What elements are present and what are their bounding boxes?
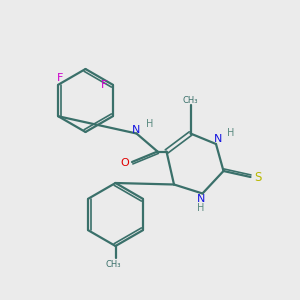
Text: N: N [214,134,223,144]
Text: H: H [146,119,154,129]
Text: N: N [197,194,205,204]
Text: CH₃: CH₃ [182,96,198,105]
Text: F: F [100,80,107,90]
Text: O: O [121,158,130,169]
Text: H: H [197,203,205,213]
Text: H: H [227,128,235,138]
Text: F: F [56,73,63,83]
Text: CH₃: CH₃ [106,260,121,269]
Text: S: S [254,171,262,184]
Text: N: N [132,125,141,135]
